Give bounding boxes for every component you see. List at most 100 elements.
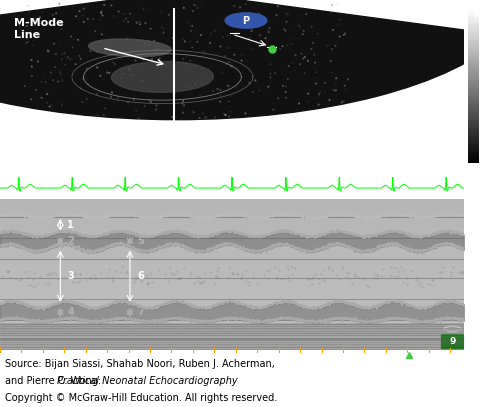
Point [226,63,234,70]
Point [316,89,324,96]
Point [255,87,263,94]
Point [199,46,207,52]
Point [295,100,303,107]
Point [143,7,151,13]
Point [246,35,253,41]
Wedge shape [0,0,499,120]
Point [118,70,126,77]
Point [332,87,340,94]
Point [235,17,243,23]
Point [52,51,60,57]
Text: 0cm: 0cm [469,161,487,170]
Point [89,16,97,22]
Point [238,52,246,58]
Point [167,9,175,15]
Point [220,110,228,117]
Point [329,26,337,33]
Text: - 3: - 3 [467,282,478,291]
Point [153,46,161,53]
Point [200,90,208,97]
Point [195,41,203,47]
Point [123,36,131,42]
Point [55,39,63,46]
Point [115,8,123,15]
Point [321,80,329,86]
Point [43,93,51,99]
Point [124,99,132,106]
Point [248,26,256,33]
Text: and Pierre C. Wong:: and Pierre C. Wong: [5,376,104,386]
Point [209,9,217,15]
Point [179,55,187,62]
Point [44,48,52,55]
Point [312,74,320,81]
Point [103,69,111,76]
Point [278,43,286,49]
Point [216,98,224,105]
Point [291,52,299,59]
Point [340,98,348,105]
Point [225,113,233,120]
Point [133,103,141,109]
Point [71,61,79,68]
Point [311,66,319,72]
Point [32,86,40,93]
Point [77,85,85,92]
Point [335,94,343,101]
Point [299,28,307,34]
Point [160,26,168,32]
Point [271,19,279,26]
Point [125,65,133,71]
Point [344,76,352,83]
Point [228,93,236,99]
Point [158,24,166,31]
Point [160,29,168,36]
Point [140,57,148,63]
Point [307,46,315,53]
Point [281,27,289,34]
Point [211,28,219,34]
Point [51,64,59,70]
Point [57,20,65,27]
Point [161,74,169,81]
Point [314,31,322,37]
Point [264,29,272,35]
Point [173,20,181,26]
Point [101,105,109,112]
Point [294,61,302,68]
Point [126,11,134,17]
Point [206,39,214,46]
Point [295,22,303,29]
Point [183,109,191,116]
Point [181,38,189,45]
Point [229,31,237,37]
Point [132,107,140,114]
Point [47,70,55,76]
Point [302,11,310,17]
Point [224,83,232,89]
Point [264,20,272,26]
Point [280,76,288,83]
Point [93,112,101,119]
Point [166,78,174,85]
Point [179,36,187,43]
Point [58,56,66,63]
Point [141,103,149,109]
Point [282,83,290,90]
Point [189,8,197,14]
Point [75,53,83,59]
Point [147,98,155,105]
Point [23,35,31,42]
Point [236,4,244,11]
Point [300,70,308,77]
Point [167,57,175,64]
Point [57,72,65,78]
Point [314,101,322,108]
Point [340,32,348,38]
Point [197,92,205,98]
Point [325,96,333,103]
Point [256,65,264,71]
Text: M3: M3 [474,10,490,20]
Point [117,75,125,81]
Point [70,36,78,42]
